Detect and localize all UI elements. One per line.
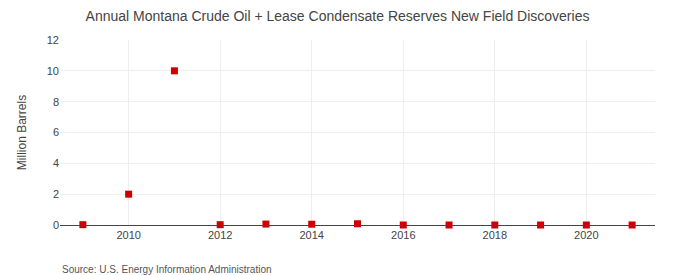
- svg-text:2020: 2020: [574, 229, 598, 241]
- svg-text:Source: U.S. Energy Informatio: Source: U.S. Energy Information Administ…: [62, 264, 272, 275]
- svg-text:6: 6: [53, 126, 59, 138]
- svg-text:Million Barrels: Million Barrels: [15, 95, 29, 170]
- svg-text:2012: 2012: [208, 229, 232, 241]
- svg-text:0: 0: [53, 219, 59, 231]
- svg-text:2018: 2018: [483, 229, 507, 241]
- svg-text:Annual Montana Crude Oil + Lea: Annual Montana Crude Oil + Lease Condens…: [86, 8, 590, 24]
- svg-text:4: 4: [53, 157, 59, 169]
- svg-text:2016: 2016: [391, 229, 415, 241]
- svg-text:12: 12: [47, 34, 59, 46]
- svg-text:8: 8: [53, 96, 59, 108]
- svg-text:10: 10: [47, 65, 59, 77]
- svg-text:2010: 2010: [116, 229, 140, 241]
- svg-text:2014: 2014: [299, 229, 323, 241]
- svg-text:2: 2: [53, 188, 59, 200]
